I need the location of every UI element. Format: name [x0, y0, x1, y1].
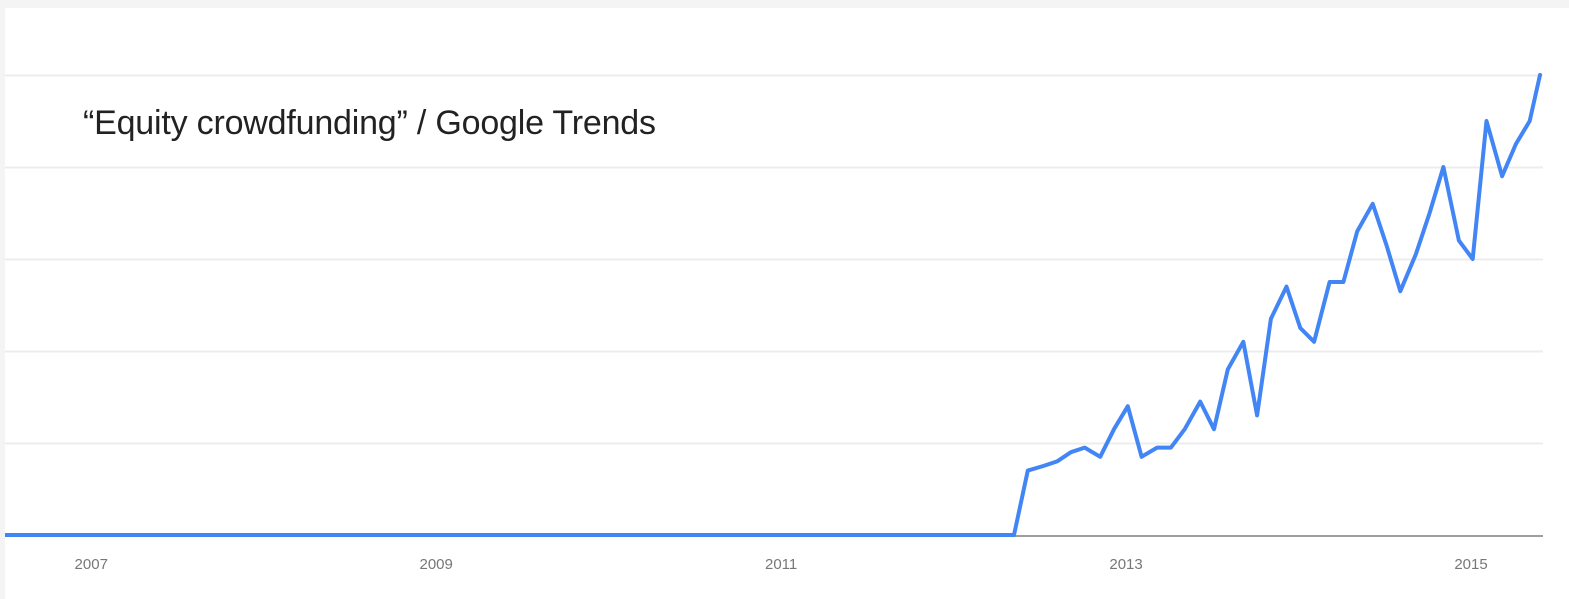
- line-chart: 2007 2009 2011 2013 2015: [5, 73, 1543, 573]
- x-tick-label: 2007: [75, 556, 108, 573]
- x-tick-label: 2015: [1454, 556, 1487, 573]
- chart-title: “Equity crowdfunding” / Google Trends: [83, 104, 656, 142]
- x-tick-labels: 2007 2009 2011 2013 2015: [75, 556, 1488, 573]
- series-lines: [5, 73, 1542, 537]
- series-line: [5, 73, 1542, 537]
- x-tick-label: 2011: [765, 556, 797, 573]
- gridlines: [5, 74, 1543, 445]
- x-tick-label: 2009: [419, 556, 452, 573]
- x-tick-label: 2013: [1109, 556, 1142, 573]
- chart-card: 2007 2009 2011 2013 2015 “Equity crowdfundin…: [5, 8, 1569, 599]
